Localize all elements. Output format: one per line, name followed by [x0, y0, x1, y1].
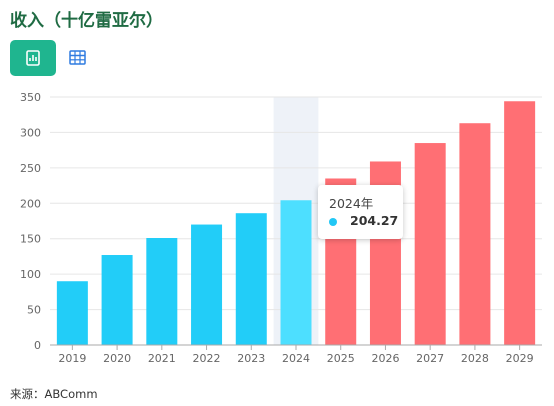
x-tick-label: 2026 [371, 352, 399, 365]
x-tick-label: 2023 [237, 352, 265, 365]
tooltip-value: 204.27 [350, 213, 399, 228]
x-tick-label: 2029 [506, 352, 534, 365]
x-tick-label: 2027 [416, 352, 444, 365]
y-tick-label: 100 [20, 268, 41, 281]
tooltip-label: 2024年 [329, 196, 374, 211]
x-tick-label: 2021 [148, 352, 176, 365]
y-tick-label: 200 [20, 197, 41, 210]
x-tick-label: 2025 [327, 352, 355, 365]
y-tick-label: 300 [20, 126, 41, 139]
chart-icon [26, 50, 40, 66]
x-tick-label: 2028 [461, 352, 489, 365]
tooltip-series-dot [329, 218, 337, 226]
bar-2024 [280, 200, 312, 345]
y-tick-label: 50 [27, 304, 41, 317]
page-title: 收入（十亿雷亚尔） [10, 11, 163, 31]
y-tick-label: 0 [34, 339, 41, 352]
y-tick-label: 350 [20, 91, 41, 104]
bar-2020 [101, 255, 133, 345]
y-tick-label: 150 [20, 233, 41, 246]
bar-2029 [504, 101, 536, 345]
tooltip: 2024年 204.27 [318, 185, 403, 239]
chart-view-button[interactable] [10, 40, 56, 76]
source-note: 来源：ABComm [10, 387, 98, 401]
bar-2023 [235, 213, 267, 345]
revenue-bar-chart: 0 50 100 150 200 250 300 350 2019 2020 2021 2022 202… [20, 91, 542, 365]
bar-2019 [56, 281, 88, 345]
x-tick-label: 2020 [103, 352, 131, 365]
y-tick-label: 250 [20, 162, 41, 175]
bar-2022 [191, 224, 223, 345]
x-tick-label: 2022 [193, 352, 221, 365]
table-icon [69, 50, 86, 65]
x-tick-label: 2024 [282, 352, 310, 365]
x-tick-label: 2019 [58, 352, 86, 365]
bar-2028 [459, 123, 491, 345]
table-view-button[interactable] [62, 44, 92, 72]
bar-2021 [146, 238, 178, 345]
bar-2027 [414, 143, 446, 345]
